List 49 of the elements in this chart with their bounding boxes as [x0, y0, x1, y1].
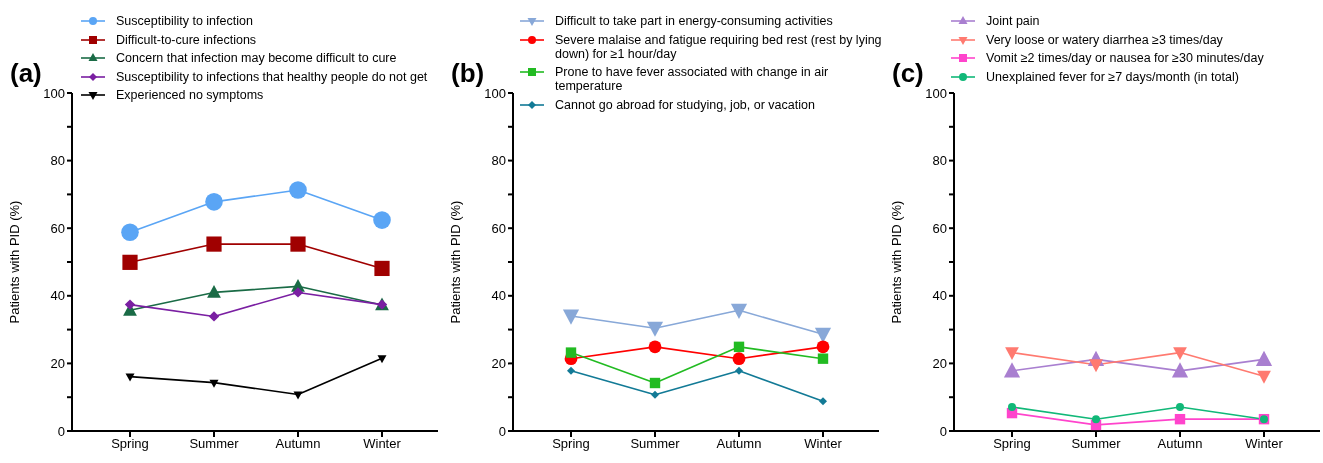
y-tick-label: 60	[491, 220, 506, 236]
x-tick-label: Winter	[804, 436, 843, 452]
y-tick-label: 0	[498, 423, 506, 439]
y-tick-label: 40	[491, 288, 506, 304]
y-tick-label: 40	[50, 288, 65, 304]
x-tick-label: Spring	[552, 436, 590, 452]
y-tick-label: 80	[491, 153, 506, 169]
x-tick-label: Spring	[111, 436, 149, 452]
chart-title: (b)	[451, 58, 485, 89]
x-tick-label: Summer	[189, 436, 240, 452]
y-tick-label: 100	[484, 85, 506, 101]
y-axis-title: Patients with PID (%)	[447, 200, 463, 324]
x-tick-label: Autumn	[1157, 436, 1203, 452]
chart-title: (c)	[892, 58, 924, 89]
legend-label: Vomit ≥2 times/day or nausea for ≥30 minutes/day	[986, 51, 1264, 65]
y-tick-label: 20	[50, 356, 65, 372]
y-tick-label: 100	[925, 85, 947, 101]
legend-label: Very loose or watery diarrhea ≥3 times/day	[986, 32, 1223, 47]
y-axis-title: Patients with PID (%)	[888, 200, 904, 324]
legend-label: Prone to have fever associated with change in air temperature	[555, 65, 830, 93]
chart-title: (a)	[10, 58, 42, 89]
x-tick-label: Autumn	[275, 436, 321, 452]
y-tick-label: 40	[932, 288, 947, 304]
y-tick-label: 80	[50, 153, 65, 169]
y-tick-label: 20	[932, 356, 947, 372]
legend-label: Difficult to take part in energy-consuming activities	[555, 14, 833, 28]
y-tick-label: 0	[57, 423, 65, 439]
x-tick-label: Winter	[363, 436, 402, 452]
x-tick-label: Summer	[630, 436, 681, 452]
legend-label: Susceptibility to infection	[116, 14, 253, 28]
legend-label: Joint pain	[986, 14, 1040, 28]
y-tick-label: 0	[939, 423, 947, 439]
y-axis-title: Patients with PID (%)	[6, 200, 22, 324]
legend-label: Susceptibility to infections that healthy people do not get	[116, 69, 428, 84]
y-tick-label: 60	[932, 220, 947, 236]
legend-label: Difficult-to-cure infections	[116, 32, 257, 47]
y-tick-label: 20	[491, 356, 506, 372]
x-tick-label: Winter	[1245, 436, 1284, 452]
legend-label: Severe malaise and fatigue requiring bed rest (rest by lying down) for ≥1 hour/day	[555, 32, 883, 61]
y-tick-label: 80	[932, 153, 947, 169]
legend-label: Experienced no symptoms	[116, 88, 264, 102]
x-tick-label: Summer	[1071, 436, 1122, 452]
y-tick-label: 60	[50, 220, 65, 236]
legend-label: Unexplained fever for ≥7 days/month (in total)	[986, 69, 1239, 84]
legend-label: Concern that infection may become difficult to cure	[116, 51, 397, 65]
y-tick-label: 100	[43, 85, 65, 101]
x-tick-label: Autumn	[716, 436, 762, 452]
x-tick-label: Spring	[993, 436, 1031, 452]
legend-label: Cannot go abroad for studying, job, or vacation	[555, 97, 815, 112]
